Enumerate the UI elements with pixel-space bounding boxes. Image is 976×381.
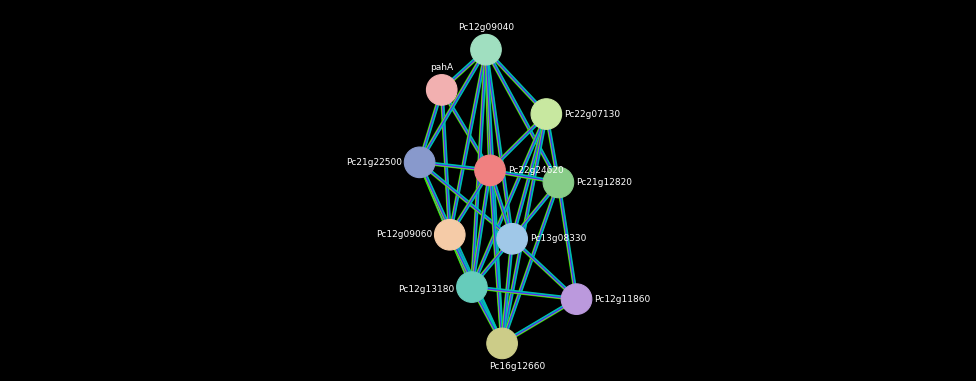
Text: Pc12g13180: Pc12g13180 <box>398 285 454 294</box>
Text: Pc12g11860: Pc12g11860 <box>594 295 650 304</box>
Circle shape <box>427 75 457 105</box>
Text: Pc21g12820: Pc21g12820 <box>576 178 632 187</box>
Text: Pc12g09060: Pc12g09060 <box>376 230 432 239</box>
Text: Pc16g12660: Pc16g12660 <box>489 362 546 371</box>
Text: Pc13g08330: Pc13g08330 <box>530 234 587 243</box>
Text: pahA: pahA <box>430 63 453 72</box>
Circle shape <box>434 219 466 250</box>
Circle shape <box>543 167 574 198</box>
Circle shape <box>474 155 506 186</box>
Circle shape <box>561 284 591 314</box>
Circle shape <box>470 34 502 65</box>
Circle shape <box>487 328 517 359</box>
Text: Pc22g07130: Pc22g07130 <box>564 110 620 118</box>
Circle shape <box>497 224 527 254</box>
Text: Pc21g22500: Pc21g22500 <box>346 158 402 167</box>
Circle shape <box>457 272 487 303</box>
Circle shape <box>531 99 561 129</box>
Text: Pc12g09040: Pc12g09040 <box>458 23 514 32</box>
Circle shape <box>404 147 435 178</box>
Text: Pc22g24620: Pc22g24620 <box>508 166 563 175</box>
